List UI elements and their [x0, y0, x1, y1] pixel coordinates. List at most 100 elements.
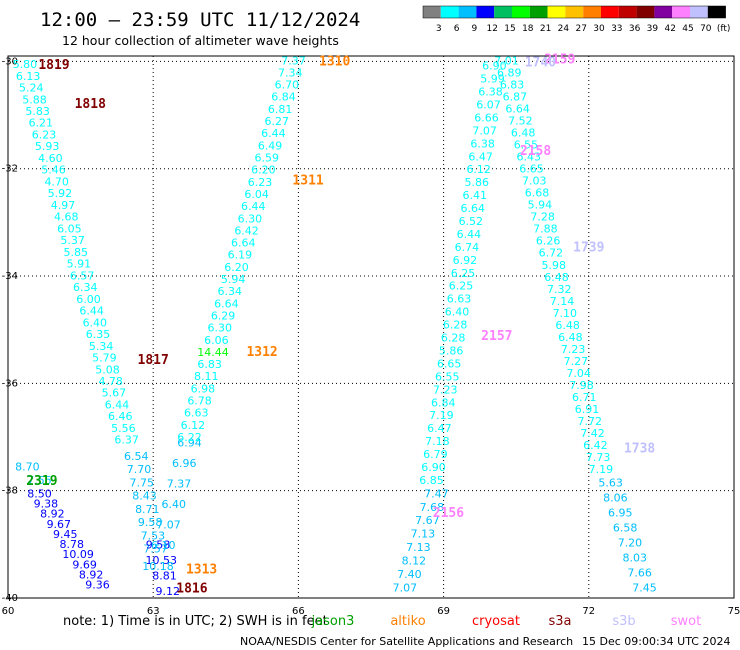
wave-height-value: 6.78 [187, 395, 212, 408]
wave-height-value: 7.13 [406, 541, 431, 554]
wave-height-value: 7.98 [569, 379, 594, 392]
pass-number-label: 1816 [176, 581, 207, 596]
colorbar-label: 27 [575, 24, 586, 34]
pass-number-label: 1739 [573, 241, 604, 256]
wave-height-value: 6.57 [70, 269, 95, 282]
wave-height-value: 6.98 [191, 382, 216, 395]
wave-height-value: 8.78 [59, 538, 84, 551]
wave-height-value: 6.70 [275, 79, 300, 92]
wave-height-value: 4.60 [38, 152, 63, 165]
wave-height-value: 6.59 [254, 152, 279, 165]
wave-height-value: 7.19 [429, 409, 454, 422]
wave-height-value: 6.28 [441, 332, 466, 345]
wave-height-value: 6.83 [500, 78, 525, 91]
wave-height-value: 8.81 [152, 569, 177, 582]
pass-number-label: 2159 [544, 53, 575, 68]
wave-height-value: 6.74 [455, 241, 480, 254]
wave-height-value: 5.24 [19, 82, 44, 95]
lon-tick-label: 63 [147, 606, 160, 617]
wave-height-value: 6.41 [463, 189, 488, 202]
wave-height-value: 7.19 [589, 463, 614, 476]
wave-height-value: 6.10 [151, 539, 176, 552]
wave-height-value: 6.23 [32, 128, 57, 141]
wave-height-value: 9.58 [138, 516, 163, 529]
colorbar-swatch [512, 6, 530, 18]
pass-number-label: 1311 [292, 173, 323, 188]
colorbar-label: 33 [611, 24, 622, 34]
wave-height-value: 7.01 [494, 54, 519, 67]
wave-height-value: 6.34 [218, 285, 243, 298]
wave-height-value: 6.47 [468, 150, 493, 163]
wave-height-value: 6.21 [29, 117, 54, 130]
wave-height-value: 6.43 [516, 151, 541, 164]
wave-height-value: 6.19 [228, 249, 253, 262]
wave-height-value: 6.35 [86, 328, 111, 341]
wave-height-value: 7.45 [632, 581, 657, 594]
wave-height-value: 14.44 [197, 346, 229, 359]
wave-height-value: 5.86 [439, 344, 464, 357]
pass-number-label: 2319 [26, 474, 57, 489]
wave-height-value: 5.99 [480, 73, 505, 86]
wave-height-value: 7.75 [130, 476, 155, 489]
footer-credit: NOAA/NESDIS Center for Satellite Applica… [240, 635, 573, 648]
colorbar-swatch [529, 6, 548, 18]
wave-height-value: 8.50 [27, 487, 52, 500]
wave-height-value: 6.40 [83, 316, 108, 329]
satellite-legend-item: swot [671, 614, 701, 629]
wave-height-value: 6.63 [447, 293, 472, 306]
wave-height-value: 6.13 [16, 70, 41, 83]
wave-height-value: 6.64 [214, 297, 239, 310]
page-title: 12:00 — 23:59 UTC 11/12/2024 [40, 9, 360, 31]
wave-height-value: 6.84 [271, 91, 296, 104]
wave-height-value: 6.52 [459, 215, 484, 228]
wave-height-value: 6.26 [536, 235, 561, 248]
lon-tick-label: 60 [2, 606, 15, 617]
wave-height-value: 5.91 [67, 258, 92, 271]
wave-height-value: 7.10 [553, 307, 578, 320]
wave-height-value: 6.12 [181, 419, 206, 432]
wave-height-value: 4.78 [98, 375, 123, 388]
wave-height-value: 7.37 [281, 54, 306, 67]
wave-height-value: 6.87 [503, 90, 528, 103]
wave-height-value: 5.93 [35, 140, 60, 153]
color-scale-legend: 3 6 9 12 15 18 21 24 27 30 33 36 39 42 45 70 (ft) [422, 5, 731, 34]
wave-height-value: 7.20 [618, 536, 643, 549]
wave-height-value: 4.68 [54, 211, 79, 224]
wave-height-value: 6.38 [478, 86, 503, 99]
satellite-legend: jason3 altiko cryosat s3a s3b swot [311, 614, 702, 629]
wave-height-value: 5.63 [598, 477, 623, 490]
wave-height-value: 6.44 [79, 305, 104, 318]
wave-height-value: 6.22 [177, 431, 202, 444]
colorbar-label: 6 [454, 24, 460, 34]
wave-height-value: 8.71 [135, 503, 160, 516]
wave-height-value: 7.07 [472, 124, 497, 137]
colorbar-label: 45 [682, 24, 693, 34]
wave-height-value: 6.29 [211, 309, 236, 322]
wave-height-value: 9.12 [155, 585, 180, 598]
colorbar-label: (ft) [717, 24, 731, 34]
colorbar-swatch [654, 6, 673, 18]
wave-height-value: 6.44 [261, 127, 286, 140]
wave-height-value: 6.90 [421, 461, 446, 474]
wave-height-value: 7.18 [425, 435, 450, 448]
wave-height-tracks: 5.806.135.245.885.836.216.235.934.605.46… [13, 54, 657, 598]
wave-height-value: 5.85 [64, 246, 89, 259]
wave-height-value: 6.44 [241, 200, 266, 213]
wave-height-value: 6.25 [449, 280, 474, 293]
colorbar-swatch [494, 6, 512, 18]
wave-height-value: 6.65 [519, 163, 544, 176]
colorbar-swatch [440, 6, 459, 18]
wave-height-value: 6.12 [466, 163, 491, 176]
wave-height-value: 7.70 [127, 463, 152, 476]
wave-height-value: 6.34 [73, 281, 98, 294]
pass-number-label: 1310 [319, 54, 350, 69]
wave-height-value: 6.48 [511, 126, 536, 139]
colorbar-label: 39 [647, 24, 659, 34]
colorbar-swatch [672, 6, 690, 18]
wave-height-value: 6.47 [427, 422, 452, 435]
colorbar-swatch [618, 6, 637, 18]
wave-height-value: 8.92 [40, 508, 65, 521]
wave-height-value: 5.56 [111, 422, 136, 435]
lat-tick-label: -40 [2, 593, 18, 604]
colorbar-label: 21 [540, 24, 551, 34]
